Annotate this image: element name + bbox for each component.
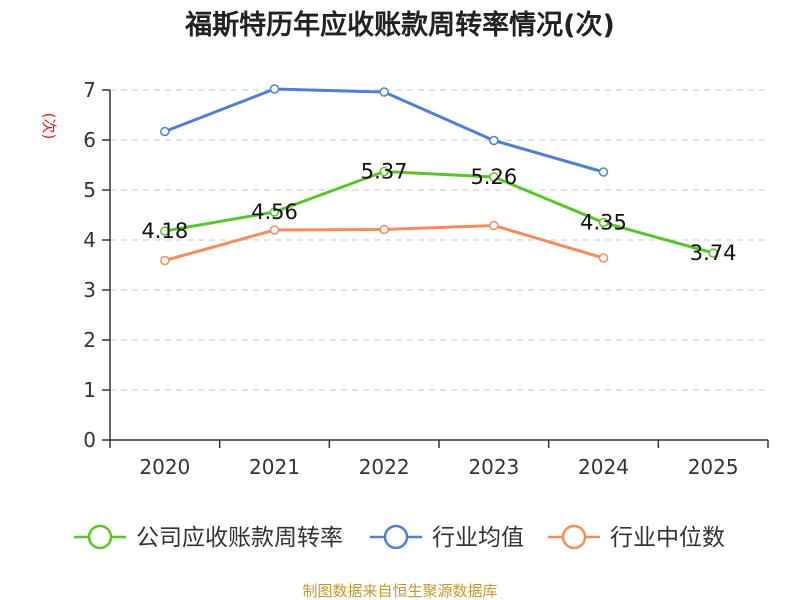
legend-marker-icon <box>87 524 113 550</box>
x-tick-label: 2021 <box>249 455 300 479</box>
y-tick-label: 3 <box>83 278 96 302</box>
source-note: 制图数据来自恒生聚源数据库 <box>302 582 497 600</box>
data-point[interactable] <box>598 167 609 177</box>
y-tick-label: 2 <box>83 328 96 352</box>
data-labels: 4.18 4.56 5.37 5.26 4.35 3.74 <box>141 160 736 266</box>
data-point[interactable] <box>598 253 609 263</box>
legend-label: 行业中位数 <box>610 525 725 551</box>
data-point[interactable] <box>598 217 609 228</box>
legend-item-0[interactable]: 公司应收账款周转率 <box>74 524 343 551</box>
legend-marker-icon <box>383 524 409 550</box>
data-label: 4.35 <box>580 211 627 235</box>
x-tick-label: 2022 <box>359 455 410 479</box>
x-tick-label: 2025 <box>688 455 739 479</box>
chart-title: 福斯特历年应收账款周转率情况(次) <box>184 9 615 41</box>
data-point[interactable] <box>379 166 389 177</box>
y-tick-label: 0 <box>83 428 96 452</box>
data-point[interactable] <box>379 87 389 97</box>
data-label: 3.74 <box>690 241 737 265</box>
y-tick-label: 1 <box>83 378 96 402</box>
x-tick-label: 2024 <box>578 455 629 479</box>
x-tick-label: 2023 <box>468 455 519 479</box>
legend[interactable]: 公司应收账款周转率 行业均值 行业中位数 <box>74 524 725 551</box>
y-tick-label: 5 <box>83 178 96 202</box>
data-point[interactable] <box>269 207 280 217</box>
legend-marker-icon <box>561 524 587 550</box>
data-point[interactable] <box>269 225 280 235</box>
data-point[interactable] <box>160 255 170 266</box>
data-point[interactable] <box>708 248 718 258</box>
data-label: 5.37 <box>361 160 408 184</box>
data-point[interactable] <box>160 226 170 236</box>
y-tick-label: 7 <box>83 78 96 102</box>
data-point[interactable] <box>489 172 499 182</box>
data-point[interactable] <box>489 135 499 146</box>
x-tick-label: 2020 <box>139 455 190 479</box>
legend-item-2[interactable]: 行业中位数 <box>548 524 725 551</box>
series-lines <box>160 84 718 266</box>
data-point[interactable] <box>379 224 389 235</box>
legend-label: 行业均值 <box>432 525 524 551</box>
y-tick-label: 6 <box>83 128 96 152</box>
legend-label: 公司应收账款周转率 <box>136 525 343 551</box>
y-axis-label: (次) <box>40 113 58 140</box>
y-tick-label: 4 <box>83 228 96 252</box>
series-line-0 <box>164 170 714 255</box>
axes: 0 1 2 3 4 5 6 7 2020 2021 2022 2023 2024 2025 <box>83 78 769 479</box>
data-point[interactable] <box>160 126 170 137</box>
data-label: 4.18 <box>141 219 188 243</box>
data-point[interactable] <box>489 220 499 231</box>
data-point[interactable] <box>269 84 280 94</box>
data-label: 5.26 <box>470 165 517 189</box>
legend-item-1[interactable]: 行业均值 <box>370 524 524 551</box>
data-label: 4.56 <box>251 200 298 224</box>
